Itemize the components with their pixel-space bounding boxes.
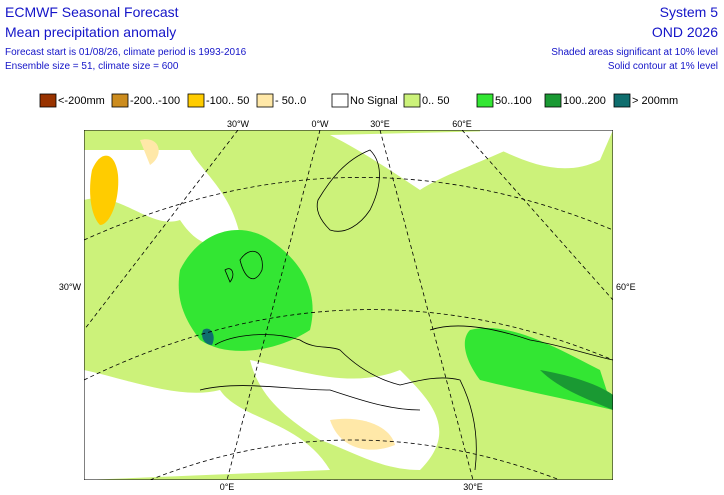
legend: <-200mm -200..-100 -100.. 50 - 50..0 No Sign… [39, 93, 678, 108]
longitude-label: 0°E [220, 482, 235, 492]
title: ECMWF Seasonal Forecast [5, 4, 179, 20]
longitude-label: 60°E [452, 119, 472, 129]
dry-area [90, 155, 119, 225]
map [84, 130, 613, 480]
legend-label: <-200mm [58, 95, 105, 107]
legend-swatch [613, 93, 631, 108]
longitude-label: 30°W [227, 119, 250, 129]
legend-swatch [187, 93, 205, 108]
legend-label: 100..200 [563, 95, 606, 107]
legend-label: > 200mm [632, 95, 678, 107]
longitude-label: 60°E [616, 282, 636, 292]
no-signal-area [330, 130, 540, 190]
legend-label: - 50..0 [275, 95, 306, 107]
longitude-label: 30°E [370, 119, 390, 129]
note: Shaded areas significant at 10% level [551, 47, 718, 58]
dry-area [140, 139, 159, 165]
no-signal-area [480, 130, 613, 169]
coastlines [199, 149, 613, 471]
no-signal-area [84, 370, 330, 480]
legend-swatch [476, 93, 494, 108]
legend-label: -100.. 50 [206, 95, 249, 107]
legend-swatch [111, 93, 129, 108]
longitude-label: 30°W [59, 282, 82, 292]
subtitle: Mean precipitation anomaly [5, 24, 176, 40]
info-line: Forecast start is 01/08/26, climate peri… [5, 47, 247, 58]
legend-label: No Signal [350, 95, 398, 107]
legend-label: 50..100 [495, 95, 532, 107]
legend-label: 0.. 50 [422, 95, 450, 107]
extreme-wet-area [202, 328, 214, 345]
no-signal-area [84, 150, 240, 245]
note: Solid contour at 1% level [608, 61, 718, 72]
longitude-label: 30°E [463, 482, 483, 492]
period: OND 2026 [652, 24, 718, 40]
info-line: Ensemble size = 51, climate size = 600 [5, 61, 179, 72]
graticule [84, 130, 613, 480]
system: System 5 [660, 4, 719, 20]
longitude-label: 0°W [311, 119, 329, 129]
wet-area [178, 230, 313, 351]
legend-swatch [39, 93, 57, 108]
legend-swatch [256, 93, 274, 108]
legend-swatch [544, 93, 562, 108]
legend-label: -200..-100 [130, 95, 180, 107]
dry-area [330, 418, 395, 450]
legend-swatch [403, 93, 421, 108]
very-wet-area [540, 370, 613, 410]
legend-swatch [331, 93, 349, 108]
